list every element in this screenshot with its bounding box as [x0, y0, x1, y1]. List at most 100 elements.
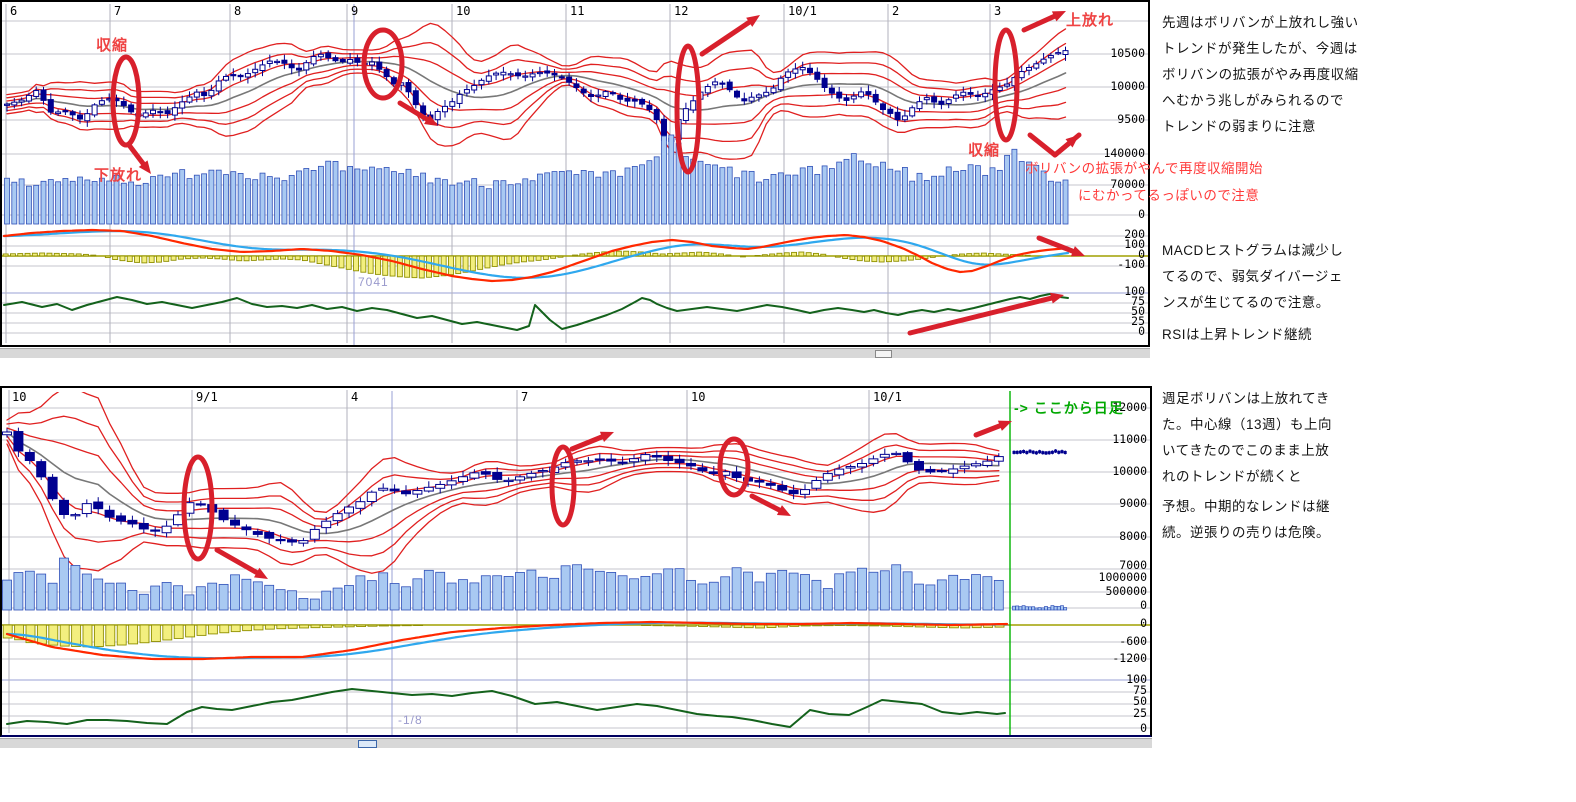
volume-bar [814, 174, 821, 225]
macd-histogram-bar [173, 624, 184, 639]
volume-bar [580, 170, 587, 225]
macd-histogram-bar [846, 624, 857, 627]
volume-bar [25, 185, 32, 225]
trend-arrow-head [138, 160, 151, 174]
candle-body [366, 491, 377, 503]
macd-histogram-bar [53, 252, 60, 257]
candle-body [492, 471, 503, 480]
macd-histogram-bar [856, 255, 863, 262]
candle-body [179, 101, 186, 109]
volume-bar [259, 172, 266, 225]
macd-histogram-bar [418, 255, 425, 279]
macd-histogram-bar [718, 253, 724, 257]
cursor-value-label-daily: 7041 [358, 275, 389, 289]
macd-histogram-bar [230, 624, 241, 633]
candle-body [456, 93, 463, 104]
candle-body [321, 520, 332, 529]
volume-bar [936, 579, 947, 611]
candle-body [1018, 450, 1022, 454]
volume-bar [923, 180, 930, 225]
volume-bar [537, 173, 543, 225]
trend-arrow-head [1051, 11, 1066, 22]
macd-histogram-bar [276, 624, 287, 630]
price-panel [2, 392, 1004, 574]
macd-histogram-bar [48, 624, 59, 646]
daily-chart-scrollbar[interactable] [0, 348, 1150, 358]
x-axis-label: 10/1 [873, 390, 902, 404]
volume-bar [157, 174, 164, 225]
macd-histogram-bar [155, 255, 162, 263]
volume-bar [566, 170, 572, 225]
volume-bar [287, 590, 297, 611]
weekly-scrollbar-thumb[interactable] [358, 740, 377, 748]
weekly-chart-scrollbar[interactable] [0, 738, 1152, 748]
candle-body [355, 501, 366, 509]
weekly-chart: 10 9/1 4 7 10 10/1 12000 11000 10000 9000 8000 7000… [0, 386, 1152, 737]
candle-body [344, 506, 354, 514]
macd-histogram-bar [973, 252, 980, 257]
volume-bar [800, 574, 810, 611]
volume-bar [868, 571, 879, 611]
annotation-squeeze-2: 収縮 [968, 142, 1001, 159]
candle-body [241, 526, 252, 531]
volume-bar [471, 178, 478, 225]
volume-bar [503, 576, 514, 611]
macd-histogram-bar [382, 255, 389, 276]
x-axis-label: 7 [114, 4, 121, 18]
macd-histogram-bar [150, 624, 161, 642]
volume-bar [1021, 605, 1026, 611]
volume-bar [296, 170, 302, 225]
y-axis-label: -1200 [1112, 651, 1147, 665]
candle-body [369, 61, 375, 66]
trend-arrow [569, 432, 610, 452]
volume-bar [383, 167, 390, 225]
candle-body [127, 519, 138, 525]
macd-histogram-bar [367, 624, 378, 627]
volume-bar [777, 172, 784, 225]
candle-body [953, 94, 959, 99]
volume-bar [446, 582, 457, 611]
candle-body [923, 97, 930, 101]
candle-body [98, 100, 105, 105]
daily-comment-line: 先週はボリバンが上放れし強い [1162, 15, 1359, 30]
macd-histogram-bar [869, 624, 880, 627]
volume-bar [113, 174, 120, 225]
candle-body [646, 104, 653, 111]
volume-bar [887, 168, 894, 225]
macd-histogram-bar [71, 624, 82, 647]
candle-body [161, 525, 172, 534]
macd-histogram-bar [857, 624, 868, 627]
candle-body [36, 461, 47, 478]
volume-bar [989, 167, 996, 225]
daily-scrollbar-thumb[interactable] [875, 350, 892, 358]
volume-bar [529, 180, 536, 225]
volume-bar [822, 588, 833, 611]
volume-bar [218, 583, 229, 611]
volume-bar [879, 570, 890, 611]
candle-body [624, 97, 631, 102]
candle-body [834, 468, 845, 476]
macd-histogram-bar [2, 253, 9, 257]
macd-histogram-bar [849, 255, 856, 261]
candle-body [70, 514, 81, 517]
macd-histogram-bar [798, 251, 805, 257]
volume-bar [712, 164, 718, 225]
x-axis-label: 10 [456, 4, 470, 18]
macd-histogram-bar [834, 255, 841, 258]
volume-bar [785, 174, 791, 225]
volume-bar [81, 573, 92, 611]
candle-body [609, 92, 616, 95]
macd-histogram-bar [675, 624, 686, 627]
volume-bar [55, 181, 61, 225]
macd-comment-line: てるので、弱気ダイバージェ [1162, 269, 1343, 284]
volume-bar [230, 171, 237, 225]
y-axis-label: 200 [1124, 227, 1145, 241]
macd-histogram-bar [221, 255, 228, 260]
weekly-comment-line: れのトレンドが続くと [1162, 469, 1302, 484]
daily-chart-plot: 6 7 8 9 10 11 12 10/1 2 3105001000095001400007000… [2, 4, 1148, 345]
volume-bar [741, 170, 748, 225]
volume-bar [208, 169, 215, 225]
macd-histogram-bar [754, 254, 761, 257]
candle-body [777, 485, 788, 491]
volume-bar [572, 564, 582, 611]
